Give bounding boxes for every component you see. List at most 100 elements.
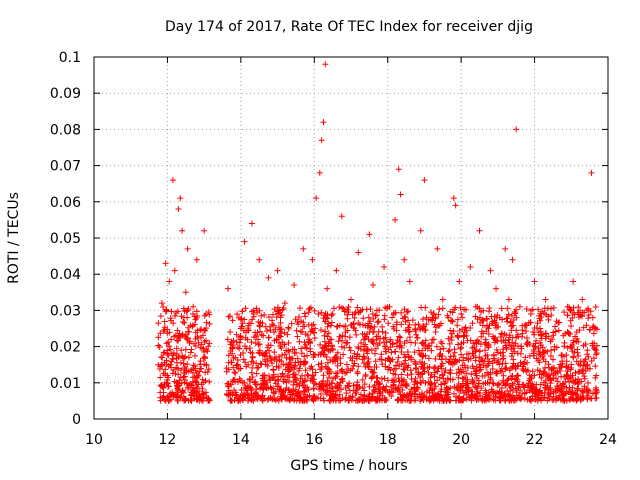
scatter-point (240, 350, 247, 357)
scatter-point (584, 386, 591, 393)
scatter-point (321, 347, 328, 354)
scatter-point (382, 363, 389, 370)
scatter-point (181, 395, 188, 402)
scatter-point (392, 385, 399, 392)
data-point (291, 282, 298, 289)
scatter-point (517, 395, 524, 402)
scatter-point (261, 381, 268, 388)
data-point (305, 321, 312, 328)
data-point (559, 358, 566, 365)
scatter-point (318, 326, 325, 333)
scatter-point (241, 316, 248, 323)
data-point (241, 238, 248, 245)
scatter-point (260, 332, 267, 339)
scatter-point (371, 364, 378, 371)
scatter-point (360, 353, 367, 360)
scatter-point (415, 347, 422, 354)
scatter-point (431, 373, 438, 380)
scatter-point (504, 315, 511, 322)
data-point (184, 245, 191, 252)
scatter-point (206, 311, 213, 318)
scatter-point (172, 332, 179, 339)
scatter-point (483, 316, 490, 323)
scatter-point (429, 336, 436, 343)
scatter-point (395, 384, 402, 391)
scatter-point (581, 373, 588, 380)
y-tick-label: 0.06 (50, 195, 81, 211)
scatter-point (357, 391, 364, 398)
scatter-point (445, 335, 452, 342)
scatter-point (168, 358, 175, 365)
scatter-point (541, 350, 548, 357)
scatter-point (490, 380, 497, 387)
scatter-point (404, 309, 410, 316)
scatter-point (242, 305, 249, 312)
scatter-point (575, 376, 582, 383)
scatter-point (206, 320, 213, 327)
scatter-point (590, 330, 597, 337)
data-point (248, 220, 255, 227)
scatter-point (233, 362, 240, 369)
scatter-point (258, 332, 265, 339)
scatter-point (535, 394, 542, 401)
scatter-point (286, 348, 293, 355)
scatter-point (224, 336, 231, 343)
scatter-point (379, 361, 386, 368)
scatter-point (401, 351, 408, 358)
scatter-point (239, 397, 246, 404)
x-tick-label: 16 (305, 432, 323, 448)
scatter-point (577, 362, 584, 369)
scatter-point (225, 359, 232, 366)
scatter-point (350, 362, 357, 369)
scatter-point (571, 311, 578, 318)
scatter-point (480, 330, 487, 337)
scatter-point (495, 381, 502, 388)
scatter-point (174, 365, 181, 372)
scatter-point (357, 396, 364, 403)
scatter-point (574, 387, 581, 394)
scatter-point (180, 389, 187, 396)
data-point (265, 274, 272, 281)
scatter-point (395, 354, 402, 361)
scatter-point (465, 356, 472, 363)
scatter-point (542, 364, 549, 371)
data-point (155, 361, 162, 368)
data-point (256, 256, 263, 263)
scatter-point (330, 305, 337, 312)
scatter-point (457, 304, 464, 311)
scatter-point (325, 330, 332, 337)
scatter-point (287, 356, 294, 363)
scatter-point (573, 397, 580, 404)
data-point (232, 354, 239, 361)
scatter-point (311, 335, 318, 342)
scatter-point (225, 352, 232, 359)
scatter-point (324, 333, 331, 340)
scatter-point (361, 331, 368, 338)
scatter-point (232, 391, 239, 398)
scatter-point (419, 325, 426, 332)
scatter-point (412, 360, 419, 367)
scatter-point (507, 387, 514, 394)
scatter-point (449, 318, 456, 325)
scatter-point (354, 379, 361, 386)
scatter-point (295, 392, 302, 399)
scatter-point (489, 360, 496, 367)
data-point (245, 361, 252, 368)
scatter-point (538, 313, 545, 320)
scatter-point (353, 389, 360, 396)
scatter-point (256, 307, 263, 314)
scatter-point (458, 310, 465, 317)
data-point (452, 202, 459, 209)
scatter-point (570, 390, 577, 397)
scatter-point (280, 361, 287, 368)
scatter-point (248, 339, 255, 346)
scatter-point (192, 329, 199, 336)
scatter-point (587, 395, 594, 402)
data-point (513, 126, 520, 133)
scatter-point (322, 342, 329, 349)
scatter-point (502, 381, 509, 388)
data-point (573, 329, 580, 336)
scatter-point (239, 320, 246, 327)
scatter-point (170, 366, 177, 373)
scatter-point (504, 376, 511, 383)
